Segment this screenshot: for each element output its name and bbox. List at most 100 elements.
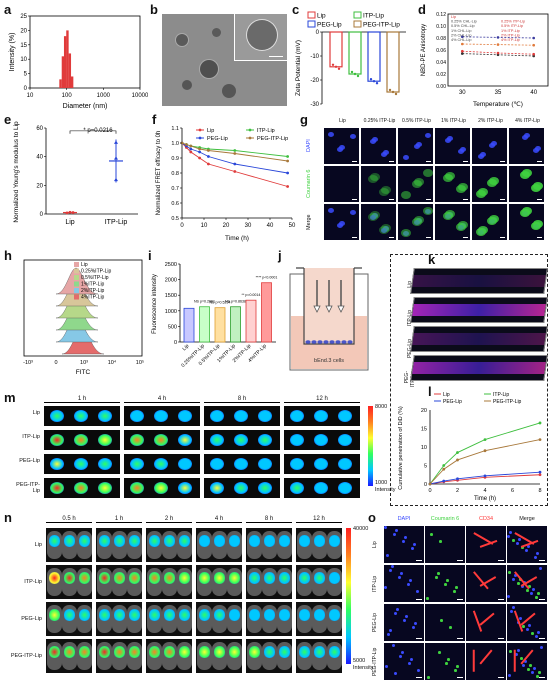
data-point [286, 185, 289, 188]
data-point [532, 52, 536, 56]
micrograph [435, 166, 470, 202]
signal [299, 646, 310, 658]
y-tick-label: 25 [20, 14, 27, 20]
whole-body-image [196, 639, 242, 673]
organ-signal [74, 458, 88, 470]
whole-body-image [296, 565, 342, 599]
data-point [496, 53, 500, 57]
coumarin-signal [379, 226, 389, 234]
micrograph [384, 643, 424, 680]
scale-bar [463, 237, 468, 238]
coumarin-signal [368, 175, 378, 183]
panel-label-g: g [300, 112, 308, 127]
scale-bar [416, 638, 422, 639]
organ-image [44, 406, 120, 426]
scale-bar [352, 199, 357, 200]
nucleus [386, 554, 389, 557]
scale-bar [389, 199, 394, 200]
whole-body-image [46, 602, 92, 636]
signal [129, 609, 140, 621]
panel-m-imaging: 1 h 4 h 8 h 12 h Lip ITP-Lip PEG-Lip PEG-ITP-Li… [10, 396, 395, 510]
endothelial-cell [341, 340, 347, 344]
nucleus [512, 578, 515, 581]
data-point [350, 70, 354, 74]
data-point [337, 67, 341, 70]
intensity-bar [183, 307, 195, 343]
time-header: 2 h [146, 516, 192, 523]
signal [114, 572, 125, 584]
organ-signal [50, 410, 64, 422]
organ-signal [258, 458, 272, 470]
scale-bar [498, 599, 504, 600]
zeta-bar [348, 31, 362, 75]
coumarin-signal [453, 590, 456, 593]
mouse [147, 531, 162, 559]
scale-bar [500, 199, 505, 200]
panel-a-xlabel: Diameter (nm) [63, 103, 108, 110]
endothelial-cell [305, 340, 311, 344]
legend-label: Lip [443, 392, 450, 398]
mouse [297, 642, 312, 670]
mouse [162, 642, 177, 670]
legend-label: PEG-ITP-Lip [493, 399, 522, 405]
nucleus [337, 147, 343, 152]
data-point [233, 152, 237, 155]
data-point [207, 149, 210, 152]
organ-signal [130, 458, 144, 470]
significance-label: NS p=0.8638 [225, 300, 246, 304]
mouse [312, 642, 327, 670]
endothelial-cell [329, 340, 335, 344]
signal [99, 535, 110, 547]
coumarin-signal [520, 209, 530, 217]
signal [149, 572, 160, 584]
nucleus [328, 132, 334, 137]
legend-label: 0.25%ITP-Lip [81, 269, 112, 275]
nucleus [416, 590, 419, 593]
signal [179, 646, 190, 658]
x-tick-label: 2 [456, 488, 459, 494]
nucleus [445, 138, 451, 143]
scale-bar [539, 560, 545, 561]
data-point [428, 482, 432, 486]
organ-signal [154, 458, 168, 470]
intensity-bar [261, 282, 272, 343]
panel-label-o: o [368, 510, 376, 525]
data-point [460, 42, 464, 46]
signal [199, 572, 210, 584]
coumarin-signal [368, 213, 378, 221]
x-tick-label: 1000 [97, 93, 111, 99]
coumarin-signal [381, 186, 391, 194]
mouse [197, 642, 212, 670]
signal [199, 646, 210, 658]
signal [49, 535, 60, 547]
signal [149, 535, 160, 547]
nucleus [411, 547, 414, 550]
time-header: 4 h [124, 396, 200, 403]
data-point [391, 90, 395, 94]
nucleus [514, 574, 517, 577]
data-point [114, 156, 118, 160]
nucleus [395, 529, 398, 532]
mouse [212, 531, 227, 559]
signal [179, 572, 190, 584]
colorbar-max-label: 40000 [353, 526, 369, 532]
legend-label: 4% ITP-Lip [501, 38, 520, 42]
size-bar [66, 30, 69, 88]
nucleus [539, 567, 542, 570]
scale-bar [389, 237, 394, 238]
coumarin-signal [476, 228, 486, 236]
vesicle [222, 84, 236, 98]
legend-label: 1% CHL-Lip [451, 29, 471, 33]
legend-label: 0.5% CHL-Lip [451, 24, 475, 28]
legend-label: 2%ITP-Lip [81, 288, 105, 294]
panel-h-chart: Lip0.25%ITP-Lip0.5%ITP-Lip1%ITP-Lip2%ITP… [23, 259, 144, 376]
legend-label: PEG-Lip [207, 136, 228, 142]
nucleus [400, 572, 403, 575]
mouse [277, 568, 292, 596]
panel-label-k: k [428, 252, 436, 267]
nucleus [403, 155, 409, 160]
mouse [277, 531, 292, 559]
whole-body-image [96, 528, 142, 562]
scale-bar [537, 199, 542, 200]
coumarin-signal [449, 626, 452, 629]
